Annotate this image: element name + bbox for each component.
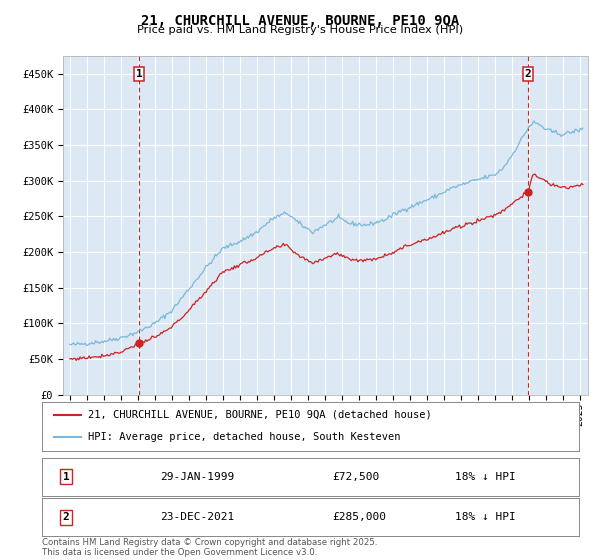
Text: 18% ↓ HPI: 18% ↓ HPI bbox=[455, 472, 516, 482]
Text: 1: 1 bbox=[63, 472, 70, 482]
Text: £72,500: £72,500 bbox=[332, 472, 379, 482]
Text: £285,000: £285,000 bbox=[332, 512, 386, 522]
Text: 2: 2 bbox=[524, 69, 532, 79]
Text: Price paid vs. HM Land Registry's House Price Index (HPI): Price paid vs. HM Land Registry's House … bbox=[137, 25, 463, 35]
Text: 23-DEC-2021: 23-DEC-2021 bbox=[160, 512, 235, 522]
Text: 1: 1 bbox=[136, 69, 142, 79]
Text: 21, CHURCHILL AVENUE, BOURNE, PE10 9QA (detached house): 21, CHURCHILL AVENUE, BOURNE, PE10 9QA (… bbox=[88, 410, 431, 420]
Text: Contains HM Land Registry data © Crown copyright and database right 2025.
This d: Contains HM Land Registry data © Crown c… bbox=[42, 538, 377, 557]
Text: HPI: Average price, detached house, South Kesteven: HPI: Average price, detached house, Sout… bbox=[88, 432, 400, 442]
Text: 29-JAN-1999: 29-JAN-1999 bbox=[160, 472, 235, 482]
Text: 18% ↓ HPI: 18% ↓ HPI bbox=[455, 512, 516, 522]
Text: 21, CHURCHILL AVENUE, BOURNE, PE10 9QA: 21, CHURCHILL AVENUE, BOURNE, PE10 9QA bbox=[141, 14, 459, 28]
Text: 2: 2 bbox=[63, 512, 70, 522]
